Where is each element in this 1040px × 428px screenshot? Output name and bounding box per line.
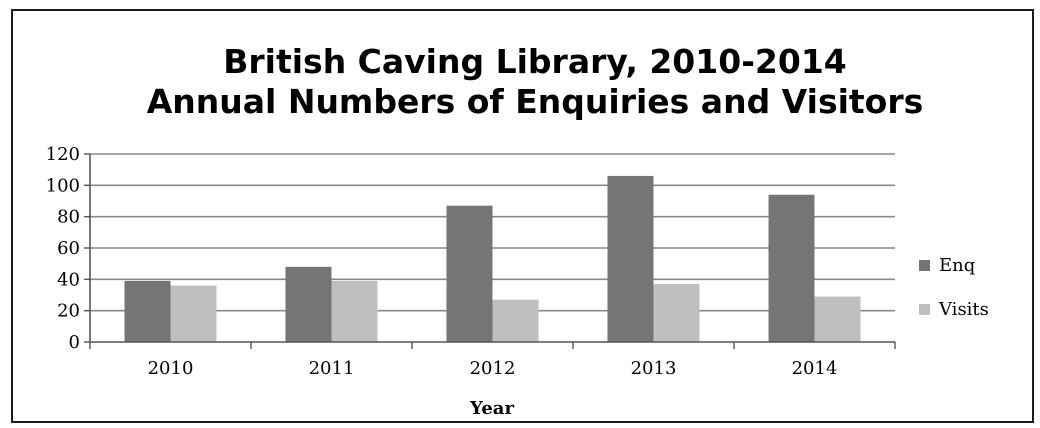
bars [124, 175, 861, 342]
bar-enq-2010 [124, 280, 171, 342]
legend-label-enq: Enq [939, 255, 975, 276]
bar-enq-2013 [607, 175, 654, 342]
x-tick-label: 2013 [631, 358, 677, 379]
x-tick-label: 2011 [309, 358, 355, 379]
legend: Enq Visits [919, 255, 989, 320]
legend-swatch-enq [919, 260, 930, 271]
bar-enq-2012 [446, 205, 493, 342]
x-tick-label: 2010 [148, 358, 194, 379]
chart-title-line-1: British Caving Library, 2010-2014 [223, 42, 847, 81]
chart-title-line-2: Annual Numbers of Enquiries and Visitors [147, 82, 924, 121]
chart-frame: British Caving Library, 2010-2014 Annual… [11, 9, 1034, 423]
bar-visits-2013 [653, 284, 700, 342]
y-tick-label: 20 [57, 301, 80, 322]
y-tick-label: 60 [57, 238, 80, 259]
bar-enq-2011 [285, 266, 332, 342]
y-tick-label: 100 [46, 175, 80, 196]
bar-enq-2014 [768, 194, 815, 342]
y-tick-label: 0 [69, 332, 80, 353]
x-tick-label: 2012 [470, 358, 516, 379]
bar-visits-2014 [814, 296, 861, 342]
legend-swatch-visits [919, 304, 930, 315]
legend-label-visits: Visits [938, 299, 989, 320]
x-axis-title: Year [469, 398, 514, 419]
bar-visits-2011 [331, 280, 378, 342]
y-tick-label: 40 [57, 269, 80, 290]
y-axis-ticks: 0 20 40 60 80 100 120 [46, 144, 90, 353]
bar-visits-2012 [492, 299, 539, 342]
x-axis-ticks: 2010 2011 2012 2013 2014 [89, 342, 896, 379]
y-tick-label: 80 [57, 207, 80, 228]
bar-chart: British Caving Library, 2010-2014 Annual… [46, 42, 989, 419]
y-tick-label: 120 [46, 144, 80, 165]
bar-visits-2010 [170, 285, 217, 342]
x-tick-label: 2014 [792, 358, 838, 379]
